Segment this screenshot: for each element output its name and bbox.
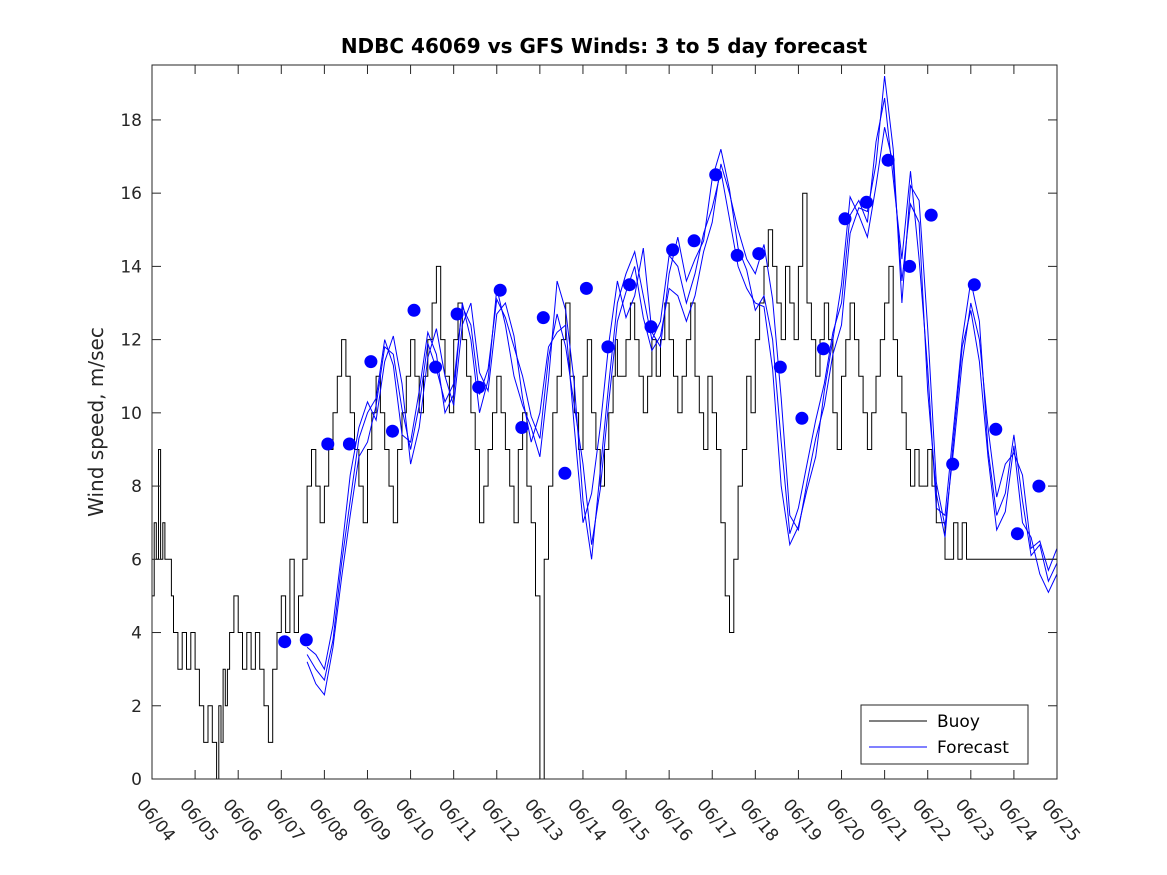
y-axis-label: Wind speed, m/sec [84,327,108,517]
forecast-marker [278,635,292,649]
forecast-marker [924,208,938,222]
forecast-marker [838,212,852,226]
forecast-markers-layer [278,153,1046,649]
legend-label-forecast: Forecast [937,738,1009,758]
forecast-marker [709,168,723,182]
y-tick-label: 12 [120,331,142,351]
y-tick-label: 2 [131,697,142,717]
forecast-series-layer [306,75,1058,696]
forecast-marker [321,437,335,451]
chart-title: NDBC 46069 vs GFS Winds: 3 to 5 day fore… [341,34,868,58]
forecast-marker [493,283,507,297]
forecast-marker [795,411,809,425]
forecast-marker [989,422,1003,436]
legend: Buoy Forecast [860,704,1029,765]
plot-background [152,65,1057,779]
forecast-marker [1032,479,1046,493]
forecast-marker [1010,527,1024,541]
forecast-marker [364,355,378,369]
forecast-marker [515,421,529,434]
forecast-series-line-1 [306,75,1058,696]
plot-area [152,65,1058,780]
y-tick-label: 18 [120,111,142,131]
legend-box [860,704,1029,765]
forecast-marker [946,457,960,471]
forecast-marker [773,360,787,374]
forecast-marker [881,153,895,167]
forecast-marker [579,281,593,295]
forecast-marker [299,633,313,647]
buoy-series-layer [152,192,1057,780]
forecast-marker [644,320,658,334]
forecast-marker [752,247,766,261]
forecast-marker [472,380,486,394]
y-tick-label: 4 [131,624,142,644]
forecast-marker [601,340,615,354]
forecast-marker [860,195,873,209]
y-tick-label: 14 [120,257,142,277]
y-tick-label: 8 [131,477,142,497]
forecast-marker [536,311,550,325]
forecast-marker [386,424,399,438]
forecast-marker [407,303,421,317]
axes-frame [151,64,1058,780]
forecast-marker [687,234,701,248]
buoy-series-line [152,192,1057,780]
forecast-marker [558,466,572,480]
y-tick-label: 16 [120,184,142,204]
forecast-marker [967,278,981,292]
y-tick-label: 0 [131,770,142,790]
forecast-series-line-3 [306,127,1058,682]
forecast-marker [816,342,830,356]
legend-label-buoy: Buoy [937,712,980,732]
forecast-marker [429,360,443,374]
y-tick-label: 6 [131,550,142,570]
forecast-marker [666,243,680,257]
y-tick-label: 10 [120,404,142,424]
forecast-marker [342,437,356,451]
forecast-marker [623,278,636,292]
forecast-marker [450,307,464,321]
forecast-marker [730,248,744,262]
forecast-marker [903,259,917,273]
